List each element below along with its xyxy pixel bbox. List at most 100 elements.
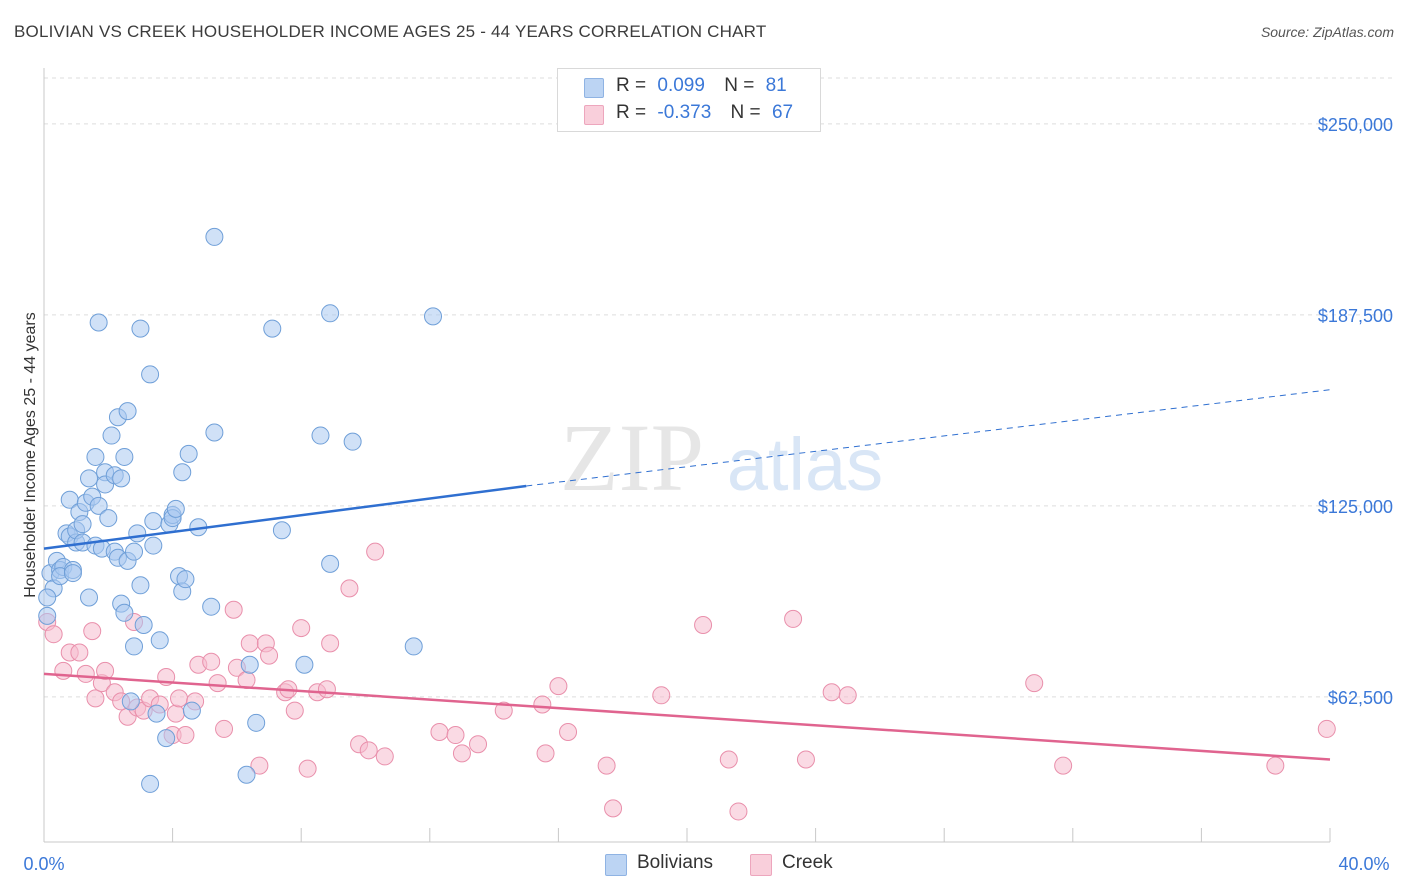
bolivians-point (173, 463, 192, 482)
watermark: ZIP atlas (560, 404, 883, 511)
bolivians-point (147, 704, 166, 723)
bolivians-point (121, 692, 140, 711)
legend-n-label: N = (724, 75, 755, 96)
bolivians-point (134, 616, 153, 635)
legend-r-value: 0.099 (657, 75, 705, 96)
y-tick-label: $187,500 (1318, 306, 1393, 326)
creek-point (208, 674, 227, 693)
bolivians-point (73, 515, 92, 534)
bolivians-point (321, 304, 340, 323)
creek-point (796, 750, 815, 769)
creek-point (694, 616, 713, 635)
bolivians-point (205, 227, 224, 246)
trend-lines (43, 389, 1331, 761)
bolivians-point (237, 765, 256, 784)
bolivians-point (131, 319, 150, 338)
bolivians-point (80, 469, 99, 488)
bolivians-point (321, 554, 340, 573)
bolivians-point (131, 576, 150, 595)
legend-n-value: 81 (765, 75, 787, 96)
creek-point (469, 735, 488, 754)
bolivians-point (179, 444, 198, 463)
bolivians-point (38, 606, 57, 625)
bolivians-point (118, 402, 137, 421)
bolivians-point (63, 564, 82, 583)
bolivians-point (295, 655, 314, 674)
legend-swatch-bolivians (584, 78, 604, 98)
creek-point (298, 759, 317, 778)
creek-point (176, 726, 195, 745)
bottom-legend-swatch-bolivians (605, 854, 627, 876)
watermark-atlas: atlas (727, 423, 883, 506)
creek-point (1266, 756, 1285, 775)
bolivians-point (80, 588, 99, 607)
bolivians-point (176, 570, 195, 589)
y-axis-label: Householder Income Ages 25 - 44 years (22, 312, 39, 598)
creek-point (292, 619, 311, 638)
axes (43, 68, 1331, 843)
bolivians-point (247, 713, 266, 732)
bolivians-point (89, 496, 108, 515)
creek-point (536, 744, 555, 763)
gridlines (44, 77, 1395, 698)
legend-n-value: 67 (771, 102, 794, 123)
chart-title: BOLIVIAN VS CREEK HOUSEHOLDER INCOME AGE… (14, 22, 767, 41)
creek-point (86, 689, 105, 708)
bolivians-trend-line (43, 484, 527, 550)
y-tick-label: $125,000 (1318, 497, 1393, 517)
bolivians-point (102, 426, 121, 445)
creek-point (604, 799, 623, 818)
creek-point (597, 756, 616, 775)
creek-point (44, 625, 63, 644)
legend-r-label: R = (616, 102, 647, 123)
legend-r-value: -0.373 (657, 102, 712, 123)
bolivians-point (343, 432, 362, 451)
creek-point (559, 722, 578, 741)
bolivians-point (182, 701, 201, 720)
creek-point (719, 750, 738, 769)
creek-point (1317, 719, 1336, 738)
legend-r-label: R = (616, 75, 647, 96)
bolivians-point (240, 655, 259, 674)
creek-point (784, 609, 803, 628)
x-tick-label: 0.0% (23, 854, 64, 874)
bolivians-point (424, 307, 443, 326)
bolivians-point (157, 729, 176, 748)
y-tick-label: $250,000 (1318, 115, 1393, 135)
bolivians-point (202, 597, 221, 616)
bolivians-point (150, 631, 169, 650)
legend-swatch-creek (584, 105, 604, 125)
creek-point (838, 686, 857, 705)
creek-point (452, 744, 471, 763)
creek-point (1025, 674, 1044, 693)
x-tick-labels: 0.0% 40.0% (23, 854, 1389, 874)
creek-point (494, 701, 513, 720)
creek-point (321, 634, 340, 653)
bolivians-point (125, 542, 144, 561)
bolivians-point (89, 313, 108, 332)
creek-point (366, 542, 385, 561)
creek-point (166, 704, 185, 723)
source-credit: Source: ZipAtlas.com (1260, 24, 1394, 40)
creek-point (1054, 756, 1073, 775)
watermark-zip: ZIP (560, 404, 704, 511)
bolivians-point (205, 423, 224, 442)
creek-point (317, 680, 336, 699)
creek-point (285, 701, 304, 720)
creek-point (375, 747, 394, 766)
creek-point (70, 643, 89, 662)
legend-n-label: N = (730, 102, 761, 123)
creek-point (729, 802, 748, 821)
creek-point (359, 741, 378, 760)
creek-point (549, 677, 568, 696)
creek-point (215, 719, 234, 738)
creek-point (446, 726, 465, 745)
y-tick-labels: $62,500 $125,000 $187,500 $250,000 (1318, 115, 1393, 708)
creek-point (202, 652, 221, 671)
creek-point (430, 722, 449, 741)
bolivians-point (125, 637, 144, 656)
creek-point (822, 683, 841, 702)
creek-point (240, 634, 259, 653)
bottom-legend-label-bolivians: Bolivians (637, 852, 714, 873)
